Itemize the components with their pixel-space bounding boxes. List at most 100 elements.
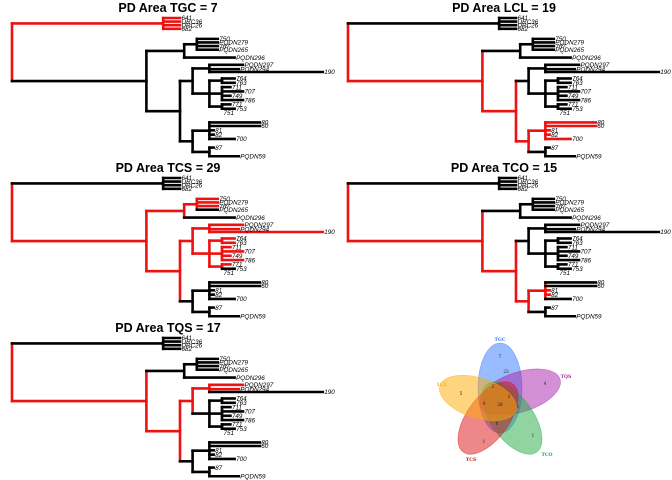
tip-label: 763 — [572, 240, 583, 247]
tip-label: PQDN297 — [581, 222, 610, 229]
tip-label: 190 — [660, 229, 671, 236]
venn-count: 23 — [503, 369, 509, 374]
tip-label: 753 — [572, 266, 583, 273]
tip-label: 750 — [219, 356, 230, 363]
tip-label: 771 — [232, 422, 243, 429]
tip-label: 682 — [182, 186, 193, 193]
tip-label: 786 — [245, 97, 256, 104]
tip-label: 786 — [245, 257, 256, 264]
tip-label: 80 — [261, 440, 269, 447]
tip-label: PQDN265 — [555, 47, 584, 54]
tip-label: 190 — [324, 69, 335, 76]
tip-label: 763 — [236, 80, 247, 87]
tip-label: 80 — [261, 280, 269, 287]
tip-label: 786 — [581, 257, 592, 264]
tip-label: 81 — [215, 128, 222, 135]
tip-label: 753 — [572, 106, 583, 113]
tip-label: PQDN265 — [555, 207, 584, 214]
tip-label: PQDN279 — [555, 40, 584, 47]
tip-label: 80 — [597, 120, 605, 127]
venn-count: 1 — [532, 433, 535, 438]
tip-label: PQDN294 — [240, 386, 269, 393]
tip-label: URC36 — [182, 339, 203, 346]
tip-label: 753 — [236, 266, 247, 273]
tip-label: 750 — [555, 36, 566, 43]
tip-label: PQDN59 — [240, 153, 266, 160]
tip-label: 60 — [261, 123, 269, 130]
tip-label: 190 — [324, 389, 335, 396]
tip-label: 82 — [551, 132, 559, 139]
tip-label: 707 — [581, 89, 592, 96]
tip-label: 751 — [224, 270, 235, 277]
tip-label: 81 — [551, 288, 558, 295]
tip-label: PQDN265 — [219, 47, 248, 54]
tip-label: PQDN296 — [572, 215, 601, 222]
tip-label: 707 — [245, 249, 256, 256]
tip-label: 700 — [572, 296, 583, 303]
tip-label: 786 — [581, 97, 592, 104]
tip-label: 767 — [219, 203, 230, 210]
tip-label: 771 — [232, 102, 243, 109]
venn-set-lcl — [439, 375, 517, 421]
tip-label: 749 — [568, 93, 579, 100]
tip-label: 82 — [551, 292, 559, 299]
panel-title: PD Area TQS = 17 — [115, 321, 221, 335]
tip-label: URC26 — [182, 22, 203, 29]
tip-label: URC36 — [182, 19, 203, 26]
venn-count: 1 — [483, 439, 486, 444]
tip-label: 753 — [236, 106, 247, 113]
tip-label: 641 — [518, 15, 529, 22]
tip-label: 763 — [572, 80, 583, 87]
venn-set-label: LCL — [437, 382, 448, 388]
tip-label: 711 — [232, 404, 242, 411]
venn-count: 2 — [492, 384, 495, 389]
tip-label: 81 — [215, 448, 222, 455]
venn-count: 28 — [497, 402, 503, 407]
tip-label: 700 — [236, 456, 247, 463]
tree-panel: PD Area TCS = 29641URC36URC26682750PQDN2… — [10, 161, 335, 320]
tip-label: PQDN294 — [576, 66, 605, 73]
tip-label: PQDN279 — [219, 200, 248, 207]
tip-label: 682 — [518, 186, 529, 193]
venn-count: 4 — [544, 381, 547, 386]
tip-label: 700 — [236, 296, 247, 303]
tip-label: 707 — [581, 249, 592, 256]
tip-label: URC36 — [518, 19, 539, 26]
tip-label: 700 — [236, 136, 247, 143]
tip-label: PQDN297 — [245, 382, 274, 389]
panel-title: PD Area TGC = 7 — [118, 1, 217, 15]
tip-label: 60 — [597, 123, 605, 130]
panel-title: PD Area TCO = 15 — [451, 161, 557, 175]
venn-count: 7 — [499, 354, 502, 359]
tip-label: PQDN297 — [245, 62, 274, 69]
tip-label: PQDN294 — [576, 226, 605, 233]
tip-label: 641 — [518, 175, 529, 182]
tip-label: 81 — [215, 288, 222, 295]
tip-label: PQDN59 — [576, 153, 602, 160]
tip-label: URC26 — [518, 182, 539, 189]
tip-label: 60 — [597, 283, 605, 290]
venn-set-label: TCS — [466, 457, 477, 463]
tip-label: PQDN297 — [245, 222, 274, 229]
tip-label: 763 — [236, 240, 247, 247]
tip-label: 682 — [182, 26, 193, 33]
tip-label: 87 — [215, 145, 223, 152]
tip-label: 80 — [261, 120, 269, 127]
tip-label: 749 — [568, 253, 579, 260]
tip-label: URC36 — [518, 179, 539, 186]
tip-label: 786 — [245, 417, 256, 424]
tip-label: PQDN296 — [236, 215, 265, 222]
tree-panel: PD Area TQS = 17641URC36URC26682750PQDN2… — [10, 321, 335, 480]
tip-label: 682 — [518, 26, 529, 33]
tip-label: PQDN279 — [219, 40, 248, 47]
tip-label: 767 — [555, 203, 566, 210]
tip-label: 711 — [568, 84, 578, 91]
tip-label: 771 — [232, 262, 243, 269]
tip-label: 750 — [555, 196, 566, 203]
panel-title: PD Area TCS = 29 — [116, 161, 221, 175]
tip-label: 682 — [182, 346, 193, 353]
tip-label: 750 — [219, 36, 230, 43]
tip-label: 749 — [232, 413, 243, 420]
